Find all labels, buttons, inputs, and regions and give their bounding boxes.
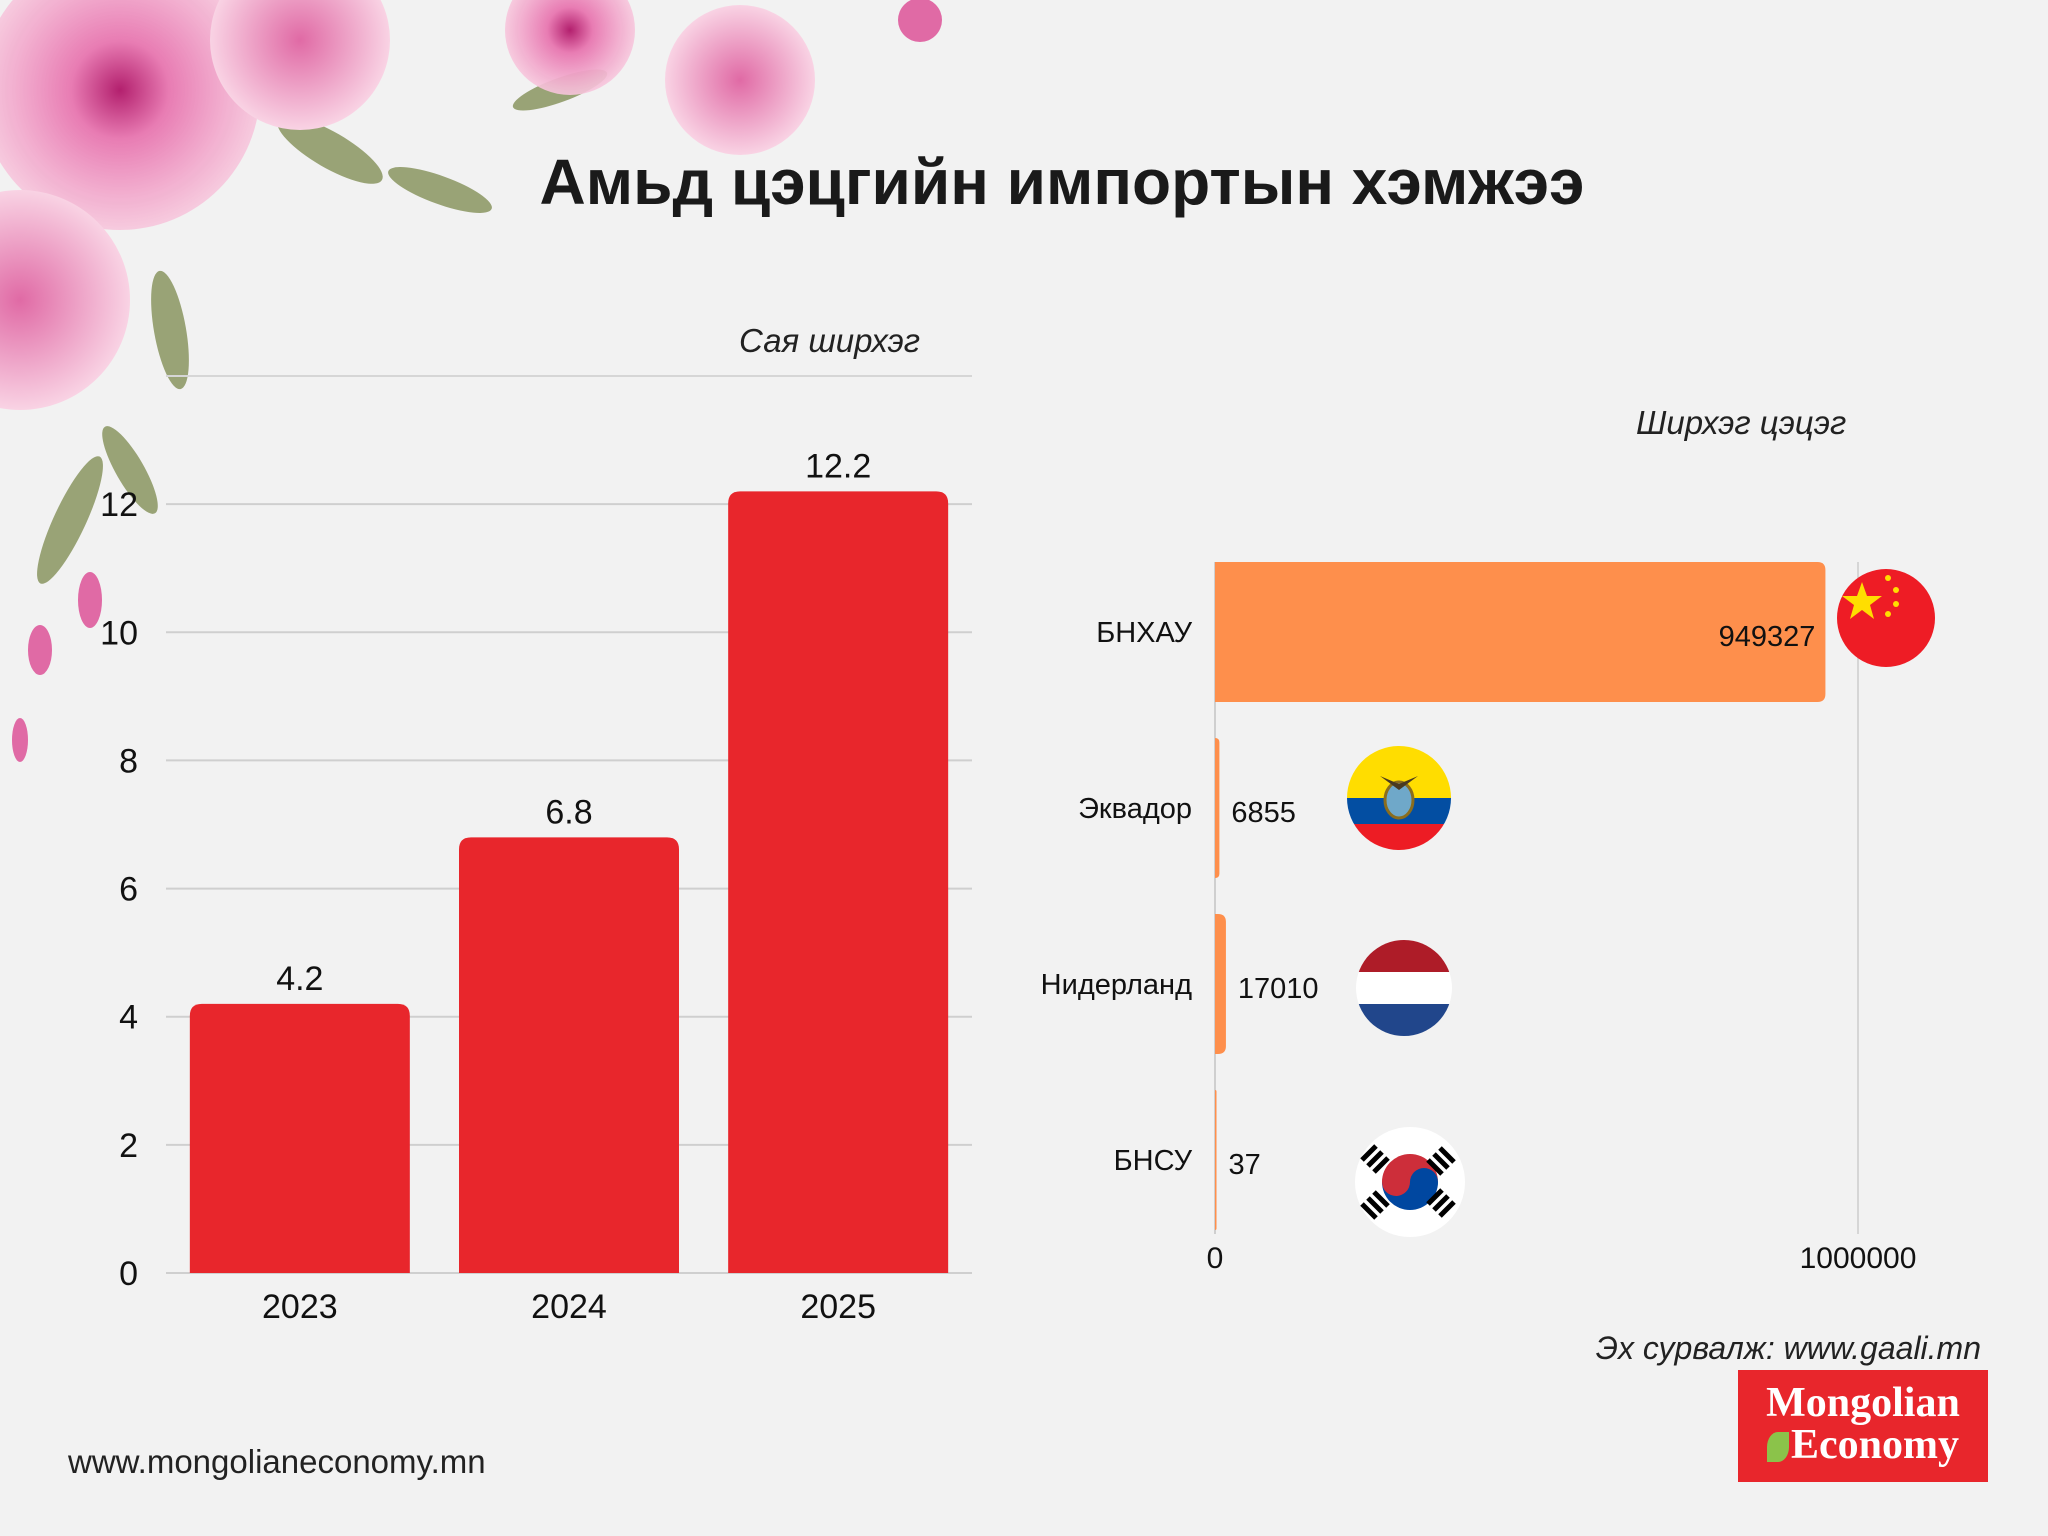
south-korea-flag-icon xyxy=(1355,1127,1465,1237)
ecuador-flag-icon xyxy=(1347,746,1451,850)
logo-line-1: Mongolian xyxy=(1766,1380,1960,1426)
x-tick-label: 2023 xyxy=(262,1288,338,1326)
x-tick-label: 2024 xyxy=(531,1288,607,1326)
y-tick-label: 6 xyxy=(119,871,138,909)
y-tick-label: 4 xyxy=(119,999,138,1037)
y-tick-label: 12 xyxy=(100,486,138,524)
netherlands-flag-icon xyxy=(1356,940,1452,1036)
bar-2023 xyxy=(189,1003,410,1273)
website-link[interactable]: www.mongolianeconomy.mn xyxy=(68,1443,486,1480)
bar-2024 xyxy=(459,837,679,1273)
bar-Нидерланд xyxy=(1215,914,1226,1054)
x-tick-label: 2025 xyxy=(800,1288,876,1326)
mongolian-economy-logo: Mongolian Economy xyxy=(1738,1370,1988,1482)
page-title: Амьд цэцгийн импортын хэмжээ xyxy=(539,146,1585,218)
data-label: 4.2 xyxy=(276,960,323,998)
x-tick-label: 1000000 xyxy=(1800,1242,1917,1275)
y-tick-label: 2 xyxy=(119,1127,138,1165)
right-bar-chart: 0 1000000 БНХАУ 949327 Эквадор 6855 Нидерланд 1… xyxy=(1041,562,1917,1275)
data-label: 12.2 xyxy=(805,447,871,485)
y-tick-label: 0 xyxy=(119,1255,138,1293)
flower-decoration xyxy=(0,0,942,762)
source-note: Эх сурвалж: www.gaali.mn xyxy=(1595,1330,1981,1366)
bar-Эквадор xyxy=(1215,738,1220,878)
category-label: Нидерланд xyxy=(1041,969,1192,1001)
left-bar-chart: 0 2 4 6 8 10 12 4.2 2023 6.8 2024 12.2 2025 xyxy=(100,375,972,1326)
right-chart-unit-label: Ширхэг цэцэг xyxy=(1636,404,1847,441)
logo-line-2: Economy xyxy=(1738,1424,1988,1466)
x-tick-label: 0 xyxy=(1207,1242,1224,1275)
bar-БНХАУ xyxy=(1215,562,1826,702)
bar-2025 xyxy=(728,491,949,1273)
left-chart-unit-label: Сая ширхэг xyxy=(739,322,920,359)
leaf-icon xyxy=(1767,1432,1789,1462)
bar-БНСУ xyxy=(1215,1090,1217,1230)
china-flag-icon xyxy=(1837,569,1935,667)
category-label: Эквадор xyxy=(1078,793,1192,825)
data-label: 17010 xyxy=(1238,973,1319,1005)
data-label: 37 xyxy=(1229,1149,1261,1181)
y-tick-label: 10 xyxy=(100,614,138,652)
category-label: БНХАУ xyxy=(1096,617,1192,649)
data-label: 6855 xyxy=(1231,797,1296,829)
category-label: БНСУ xyxy=(1114,1145,1193,1177)
y-tick-label: 8 xyxy=(119,742,138,780)
data-label: 6.8 xyxy=(545,793,592,831)
data-label: 949327 xyxy=(1719,621,1816,653)
